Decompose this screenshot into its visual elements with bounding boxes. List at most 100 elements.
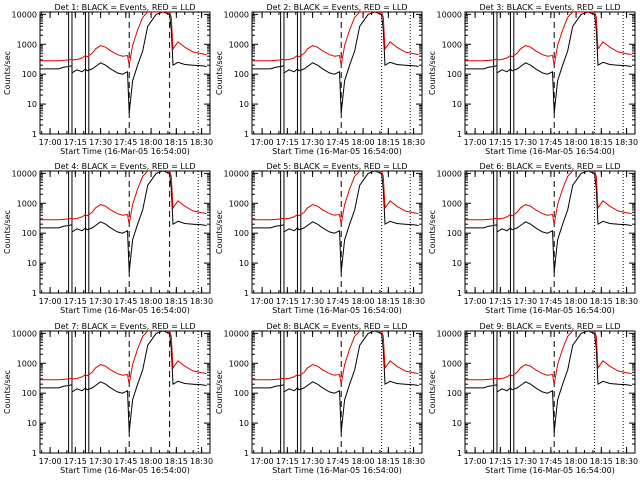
panel-title: Det 3: BLACK = Events, RED = LLD (480, 3, 621, 12)
x-tick-label: 17:00 (39, 457, 62, 466)
x-tick-label: 17:45 (539, 138, 562, 147)
series-line-events (252, 171, 419, 273)
x-tick-label: 17:45 (326, 457, 349, 466)
x-tick-label: 17:15 (64, 457, 87, 466)
y-tick-label: 1 (244, 289, 249, 298)
y-tick-label: 100 (447, 389, 462, 398)
x-tick-label: 17:00 (251, 297, 274, 306)
plot-frame (39, 170, 211, 294)
x-tick-label: 17:15 (489, 457, 512, 466)
y-tick-label: 1000 (229, 40, 249, 49)
x-tick-label: 17:30 (301, 138, 324, 147)
series-line-lld (465, 12, 632, 66)
y-tick-label: 1 (244, 130, 249, 139)
x-tick-label: 18:00 (140, 138, 163, 147)
panel-det-9: 1 10 100 1000 10000 17:00 17:15 17:30 17:45 18:00… (428, 322, 638, 475)
x-tick-label: 17:45 (539, 457, 562, 466)
y-tick-label: 1 (457, 289, 462, 298)
y-tick-label: 100 (447, 70, 462, 79)
x-tick-label: 18:15 (165, 138, 188, 147)
series-group (252, 12, 419, 114)
x-tick-label: 18:00 (352, 138, 375, 147)
panel-title: Det 6: BLACK = Events, RED = LLD (480, 162, 621, 171)
series-line-lld (40, 171, 207, 225)
x-tick-label: 18:00 (565, 457, 588, 466)
x-tick-label: 17:00 (464, 457, 487, 466)
plot-frame (251, 170, 423, 294)
x-tick-label: 18:00 (565, 297, 588, 306)
y-tick-label: 100 (234, 389, 249, 398)
y-tick-label: 1000 (17, 359, 37, 368)
y-axis-label: Counts/sec (3, 210, 12, 254)
x-tick-label: 18:30 (402, 138, 425, 147)
series-line-lld (40, 331, 207, 385)
y-tick-label: 1000 (17, 40, 37, 49)
series-line-lld (40, 12, 207, 66)
y-tick-label: 10 (27, 419, 37, 428)
series-line-events (465, 12, 632, 114)
y-tick-label: 100 (22, 70, 37, 79)
series-line-events (465, 331, 632, 433)
panel-det-2: 1 10 100 1000 10000 17:00 17:15 17:30 17:45 18:00… (215, 3, 425, 156)
x-tick-label: 18:15 (377, 297, 400, 306)
panel-det-6: 1 10 100 1000 10000 17:00 17:15 17:30 17:45 18:00… (428, 162, 638, 315)
y-axis-label: Counts/sec (215, 51, 224, 95)
x-tick-label: 17:45 (326, 138, 349, 147)
y-tick-label: 100 (22, 389, 37, 398)
x-tick-label: 17:15 (489, 138, 512, 147)
series-line-events (40, 171, 207, 273)
x-tick-label: 17:30 (301, 457, 324, 466)
y-axis-label: Counts/sec (215, 370, 224, 414)
y-tick-label: 10000 (12, 169, 37, 178)
x-tick-label: 18:30 (615, 457, 638, 466)
x-tick-label: 17:00 (464, 297, 487, 306)
x-tick-label: 17:30 (89, 138, 112, 147)
panel-det-4: 1 10 100 1000 10000 17:00 17:15 17:30 17:45 18:00… (3, 162, 213, 315)
y-tick-label: 100 (22, 229, 37, 238)
panel-title: Det 9: BLACK = Events, RED = LLD (480, 322, 621, 331)
x-tick-label: 17:15 (64, 138, 87, 147)
x-tick-label: 17:45 (539, 297, 562, 306)
y-tick-label: 1 (457, 449, 462, 458)
y-tick-label: 1000 (442, 199, 462, 208)
panel-title: Det 5: BLACK = Events, RED = LLD (267, 162, 408, 171)
x-tick-label: 17:45 (114, 457, 137, 466)
x-tick-label: 18:15 (165, 297, 188, 306)
x-tick-label: 17:00 (251, 138, 274, 147)
panel-title: Det 7: BLACK = Events, RED = LLD (55, 322, 196, 331)
y-tick-label: 1 (32, 449, 37, 458)
series-line-lld (465, 331, 632, 385)
series-line-lld (252, 171, 419, 225)
y-tick-label: 1 (457, 130, 462, 139)
x-tick-label: 17:15 (276, 457, 299, 466)
x-tick-label: 17:15 (276, 297, 299, 306)
x-tick-label: 18:00 (352, 457, 375, 466)
y-tick-label: 10000 (224, 169, 249, 178)
x-tick-label: 18:30 (190, 457, 213, 466)
x-axis-label: Start Time (16-Mar-05 16:54:00) (272, 466, 402, 475)
plot-frame (39, 330, 211, 454)
y-tick-label: 10000 (437, 329, 462, 338)
y-axis-label: Counts/sec (215, 210, 224, 254)
series-group (465, 331, 632, 433)
y-tick-label: 1000 (229, 199, 249, 208)
panel-det-5: 1 10 100 1000 10000 17:00 17:15 17:30 17:45 18:00… (215, 162, 425, 315)
y-axis-label: Counts/sec (3, 51, 12, 95)
x-tick-label: 18:15 (377, 138, 400, 147)
x-axis-label: Start Time (16-Mar-05 16:54:00) (272, 147, 402, 156)
y-axis-label: Counts/sec (428, 51, 437, 95)
y-tick-label: 1 (32, 130, 37, 139)
y-tick-label: 10 (452, 259, 462, 268)
plot-frame (39, 11, 211, 135)
series-line-events (465, 171, 632, 273)
panel-title: Det 1: BLACK = Events, RED = LLD (55, 3, 196, 12)
y-tick-label: 10 (452, 419, 462, 428)
x-tick-label: 18:15 (590, 297, 613, 306)
x-axis-label: Start Time (16-Mar-05 16:54:00) (272, 306, 402, 315)
series-group (40, 331, 207, 433)
series-group (40, 12, 207, 114)
x-tick-label: 18:30 (190, 138, 213, 147)
y-tick-label: 1000 (229, 359, 249, 368)
